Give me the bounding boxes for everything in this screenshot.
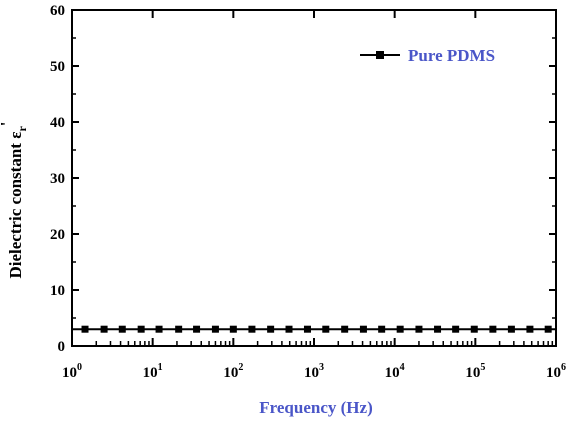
x-tick-label: 102 [223, 362, 243, 381]
y-tick-label: 0 [58, 339, 66, 355]
data-point [434, 325, 442, 333]
x-tick-label: 100 [62, 362, 82, 381]
y-tick-label: 10 [50, 283, 65, 299]
x-tick-label: 104 [385, 362, 405, 381]
data-point [211, 325, 219, 333]
data-point [118, 325, 126, 333]
data-point [229, 325, 237, 333]
y-tick-label: 60 [50, 3, 65, 19]
y-tick-label: 40 [50, 115, 65, 131]
data-point [193, 325, 201, 333]
x-tick-label: 106 [546, 362, 566, 381]
data-point [137, 325, 145, 333]
y-axis-title: Dielectric constant εr' [0, 121, 29, 278]
y-tick-label: 30 [50, 171, 65, 187]
legend-label: Pure PDMS [408, 46, 495, 65]
data-point [489, 325, 497, 333]
data-point [248, 325, 256, 333]
data-point [285, 325, 293, 333]
data-point [322, 325, 330, 333]
data-point [81, 325, 89, 333]
y-tick-label: 50 [50, 59, 65, 75]
x-tick-label: 101 [143, 362, 163, 381]
data-point [100, 325, 108, 333]
x-tick-label: 103 [304, 362, 324, 381]
legend: Pure PDMS [360, 46, 495, 65]
data-point [452, 325, 460, 333]
y-tick-label: 20 [50, 227, 65, 243]
data-point [155, 325, 163, 333]
data-point [396, 325, 404, 333]
axis-titles: Frequency (Hz) Dielectric constant εr' [0, 121, 373, 417]
y-axis-ticks: 0 10 20 30 40 50 60 [50, 3, 556, 355]
x-axis-ticks: 100 101 102 103 104 105 106 [62, 10, 566, 381]
data-point [303, 325, 311, 333]
data-point [544, 325, 552, 333]
series-layer [73, 325, 555, 333]
data-point [378, 325, 386, 333]
legend-marker [376, 51, 384, 59]
data-point [341, 325, 349, 333]
x-tick-label: 105 [465, 362, 485, 381]
x-axis-title: Frequency (Hz) [259, 398, 372, 417]
data-point [415, 325, 423, 333]
data-point [470, 325, 478, 333]
data-point [526, 325, 534, 333]
data-point [267, 325, 275, 333]
data-point [359, 325, 367, 333]
data-point [507, 325, 515, 333]
data-point [175, 325, 183, 333]
